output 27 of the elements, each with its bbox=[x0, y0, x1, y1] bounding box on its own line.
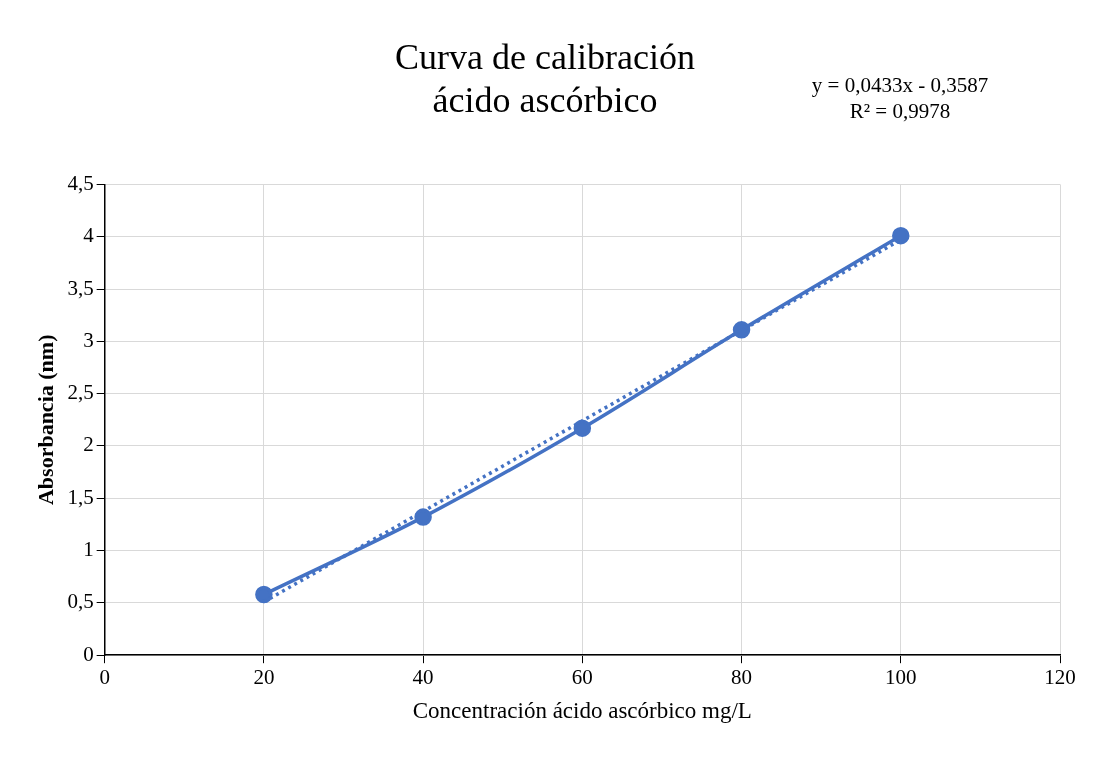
x-tick-label: 80 bbox=[731, 665, 753, 690]
y-tick-label: 3 bbox=[83, 327, 94, 352]
y-tick-label: 0 bbox=[83, 641, 94, 666]
y-tick-label: 2,5 bbox=[67, 380, 94, 405]
x-axis-title: Concentración ácido ascórbico mg/L bbox=[412, 698, 752, 724]
y-tick-label: 0,5 bbox=[67, 589, 94, 614]
text: y = 0,0433x - 0,3587 bbox=[810, 72, 990, 98]
y-tick-label: 2 bbox=[83, 432, 94, 457]
x-tick-label: 60 bbox=[571, 665, 593, 690]
y-tick-label: 1 bbox=[83, 537, 94, 562]
text: R² = 0,9978 bbox=[848, 98, 952, 124]
x-tick-label: 40 bbox=[412, 665, 434, 690]
y-tick-label: 4,5 bbox=[67, 170, 94, 195]
x-tick-label: 20 bbox=[253, 665, 275, 690]
point bbox=[255, 585, 273, 604]
y-axis-title: Absorbancia (nm) bbox=[32, 334, 58, 506]
y-tick-label: 4 bbox=[83, 223, 95, 248]
point bbox=[414, 508, 432, 526]
x-tick-label: 0 bbox=[99, 665, 110, 690]
y-tick-label: 1,5 bbox=[67, 484, 94, 509]
x-tick-label: 100 bbox=[885, 665, 917, 690]
point bbox=[573, 419, 592, 437]
chart-title: Curva de calibración ácido ascórbico bbox=[395, 37, 695, 121]
y-tick-label: 3,5 bbox=[67, 275, 94, 300]
point bbox=[892, 226, 910, 245]
x-tick-label: 120 bbox=[1044, 665, 1076, 690]
point bbox=[732, 321, 751, 339]
